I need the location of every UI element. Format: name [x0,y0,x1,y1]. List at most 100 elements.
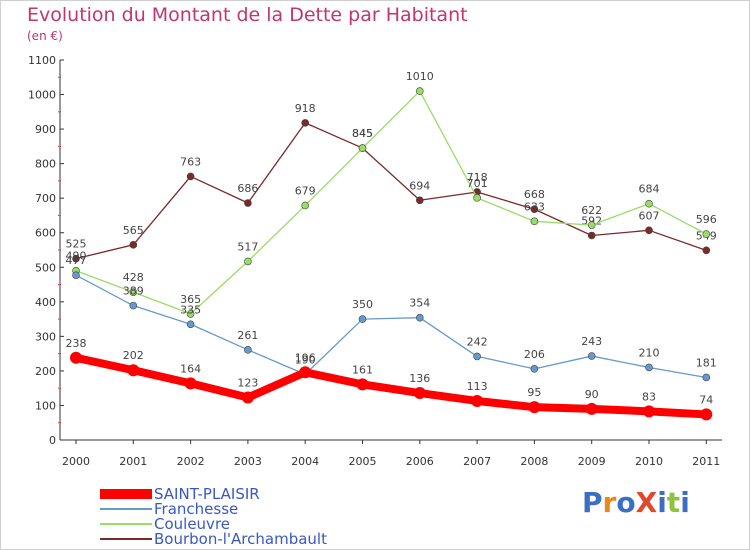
x-tick-label-2001: 2001 [119,455,147,468]
x-tick-label-2011: 2011 [692,455,720,468]
data-point-couleuvre-2001 [129,288,138,296]
data-point-bourbon-l-archambault-2006 [415,196,424,205]
series-line-saint-plaisir [72,353,711,419]
y-tick-label-500: 500 [35,261,56,274]
x-tick-label-2005: 2005 [349,455,377,468]
data-point-bourbon-l-archambault-2009 [587,231,596,240]
x-tick-label-2007: 2007 [463,455,491,468]
x-tick-label-2006: 2006 [406,455,434,468]
logo-letter: X [635,486,658,519]
data-label-saint-plaisir-2004: 196 [295,351,316,364]
data-point-saint-plaisir-2004 [299,366,312,379]
data-label-bourbon-l-archambault-2000: 525 [66,238,87,251]
data-point-couleuvre-2007 [473,194,481,202]
data-label-bourbon-l-archambault-2006: 694 [409,179,430,192]
logo-letter: t [666,486,681,519]
y-tick-label-700: 700 [35,192,56,205]
data-label-bourbon-l-archambault-2007: 718 [467,171,488,184]
data-label-franchesse-2004: 190 [295,353,316,366]
data-point-saint-plaisir-2005 [356,378,369,391]
logo-letter: i [657,486,667,519]
data-label-couleuvre-2011: 596 [696,213,717,226]
y-tick-label-0: 0 [49,434,56,447]
data-point-bourbon-l-archambault-2008 [530,205,539,214]
legend-label-saint-plaisir: SAINT-PLAISIR [154,485,260,503]
data-point-saint-plaisir-2001 [127,364,140,377]
data-point-franchesse-2007 [473,352,481,361]
data-point-bourbon-l-archambault-2010 [645,226,653,235]
data-point-couleuvre-2006 [415,87,424,95]
data-label-franchesse-2000: 477 [66,254,87,267]
data-label-couleuvre-2003: 517 [237,240,258,253]
data-label-franchesse-2006: 354 [409,297,430,310]
y-tick-label-800: 800 [35,158,56,171]
data-label-saint-plaisir-2008: 95 [527,386,541,399]
data-label-franchesse-2010: 210 [639,346,660,359]
x-tick-label-2009: 2009 [578,455,606,468]
series-line-bourbon-l-archambault [75,122,707,260]
data-label-bourbon-l-archambault-2004: 918 [295,102,316,115]
legend-item-bourbon: Bourbon-l'Archambault [100,530,327,548]
data-point-saint-plaisir-2011 [700,408,713,421]
data-label-couleuvre-2000: 490 [66,250,87,263]
data-label-franchesse-2009: 243 [581,335,602,348]
data-point-couleuvre-2005 [358,144,367,152]
data-point-bourbon-l-archambault-2011 [702,246,711,255]
legend-swatch-franchesse [100,508,152,510]
data-point-franchesse-2006 [415,313,424,322]
data-label-couleuvre-2004: 679 [295,184,316,197]
data-label-saint-plaisir-2002: 164 [180,362,201,375]
data-label-bourbon-l-archambault-2005: 845 [352,127,373,140]
data-label-couleuvre-2010: 684 [639,183,660,196]
legend-item-saint-plaisir: SAINT-PLAISIR [100,485,260,503]
data-label-bourbon-l-archambault-2003: 686 [237,182,258,195]
data-label-saint-plaisir-2010: 83 [642,390,656,403]
data-point-bourbon-l-archambault-2000 [72,254,80,263]
logo-letter: r [602,486,617,519]
data-point-franchesse-2001 [129,301,138,310]
data-label-bourbon-l-archambault-2010: 607 [639,209,660,222]
legend-swatch-bourbon [100,538,152,540]
data-point-saint-plaisir-2000 [70,351,82,364]
data-label-couleuvre-2009: 622 [581,204,602,217]
legend-swatch-couleuvre [100,523,152,525]
y-tick-label-100: 100 [35,399,56,412]
data-label-franchesse-2002: 335 [180,303,201,316]
data-label-bourbon-l-archambault-2002: 763 [180,155,201,168]
y-tick-label-600: 600 [35,227,56,240]
data-point-franchesse-2000 [72,271,80,280]
data-label-couleuvre-2008: 633 [524,200,545,213]
data-point-couleuvre-2011 [702,230,711,238]
data-point-couleuvre-2008 [530,217,539,226]
legend-label-franchesse: Franchesse [154,500,239,518]
data-point-couleuvre-2002 [186,310,195,318]
data-label-saint-plaisir-2009: 90 [585,388,599,401]
x-tick-label-2010: 2010 [635,455,663,468]
data-point-franchesse-2009 [587,352,596,360]
x-tick-label-2003: 2003 [234,455,262,468]
data-point-saint-plaisir-2008 [528,401,541,414]
data-label-saint-plaisir-2011: 74 [699,393,713,406]
data-label-franchesse-2001: 389 [123,285,144,298]
data-point-franchesse-2010 [645,363,653,372]
data-label-couleuvre-2002: 365 [180,293,201,306]
data-label-bourbon-l-archambault-2001: 565 [123,224,144,237]
x-tick-label-2002: 2002 [177,455,205,468]
legend-item-couleuvre: Couleuvre [100,515,231,533]
x-tick-label-2008: 2008 [520,455,548,468]
legend-label-couleuvre: Couleuvre [154,515,231,533]
data-point-franchesse-2011 [702,373,711,382]
legend-label-bourbon: Bourbon-l'Archambault [154,530,327,548]
data-point-couleuvre-2010 [645,199,653,208]
data-point-bourbon-l-archambault-2002 [186,172,195,181]
data-label-saint-plaisir-2006: 136 [409,372,430,385]
data-point-franchesse-2005 [358,315,367,323]
proxiti-logo: ProXiti [582,486,690,519]
series-line-couleuvre [75,90,707,315]
legend-swatch-saint-plaisir [100,489,152,499]
data-point-saint-plaisir-2010 [643,405,655,418]
y-tick-label-400: 400 [35,296,56,309]
data-point-bourbon-l-archambault-2004 [301,119,310,127]
data-label-saint-plaisir-2003: 123 [237,377,258,390]
